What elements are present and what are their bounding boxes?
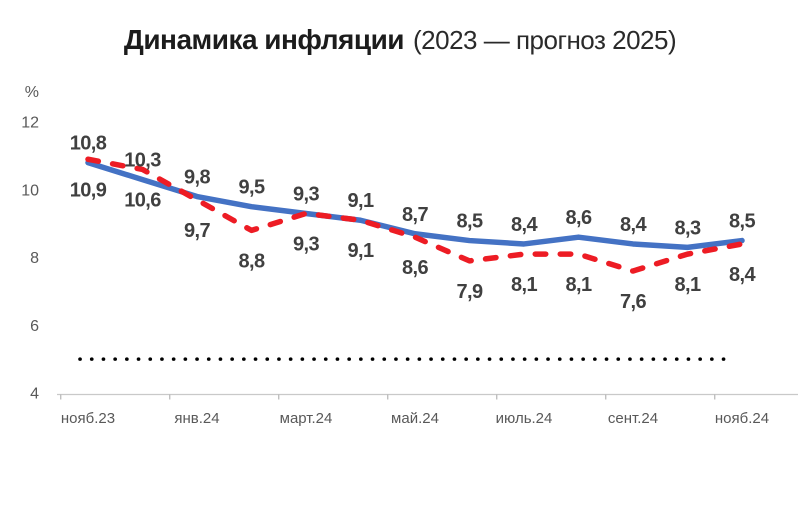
data-label-fact: 8,4 xyxy=(620,214,647,236)
plot-area: % 12 10 8 6 4 нояб.23 янв.24 март.24 май.24 июль.2… xyxy=(21,84,798,427)
data-label-fact: 8,3 xyxy=(674,217,700,239)
y-tick-label: 12 xyxy=(21,115,39,132)
data-label-fact: 8,6 xyxy=(565,207,591,229)
y-tick-label: 6 xyxy=(30,318,39,335)
chart-title-main: Динамика инфляции xyxy=(123,24,405,55)
data-label-fact: 10,3 xyxy=(124,150,161,172)
data-label-fact: 9,8 xyxy=(184,167,210,189)
x-tick-label: март.24 xyxy=(280,410,333,427)
data-label-fact: 8,4 xyxy=(511,214,538,236)
data-label-fact: 9,3 xyxy=(293,183,319,205)
data-label-forecast: 7,9 xyxy=(456,281,482,303)
legend: Годовая инфляция, % (факт) Прогнозная ин… xyxy=(0,455,800,523)
x-tick-label: сент.24 xyxy=(608,410,658,427)
data-label-forecast: 8,8 xyxy=(238,250,264,272)
x-tick-label: нояб.23 xyxy=(61,410,115,427)
data-label-forecast: 10,6 xyxy=(124,189,161,211)
y-tick-label: 8 xyxy=(30,250,39,267)
y-axis-unit-label: % xyxy=(25,84,39,101)
data-label-fact: 8,5 xyxy=(456,211,482,233)
fact-line xyxy=(85,159,745,251)
x-tick-label: нояб.24 xyxy=(715,410,769,427)
data-label-forecast: 8,6 xyxy=(402,257,428,279)
data-label-fact: 9,5 xyxy=(238,177,264,199)
data-label-forecast: 9,3 xyxy=(293,233,319,255)
data-label-forecast: 9,1 xyxy=(347,240,373,262)
data-label-forecast: 10,9 xyxy=(70,179,107,201)
data-label-forecast: 8,1 xyxy=(674,274,700,296)
data-label-forecast: 8,1 xyxy=(565,274,591,296)
y-tick-label: 10 xyxy=(21,182,39,199)
chart-title: Динамика инфляции (2023 — прогноз 2025) xyxy=(0,24,800,56)
chart-title-sub: (2023 — прогноз 2025) xyxy=(413,25,677,55)
y-tick-label: 4 xyxy=(30,386,39,403)
x-tick-label: янв.24 xyxy=(174,410,219,427)
x-tick-label: май.24 xyxy=(391,410,439,427)
forecast-line xyxy=(85,156,745,274)
data-label-fact: 9,1 xyxy=(347,190,373,212)
data-label-forecast: 8,1 xyxy=(511,274,537,296)
data-label-fact: 8,5 xyxy=(729,211,755,233)
data-label-forecast: 9,7 xyxy=(184,220,210,242)
data-label-forecast: 8,4 xyxy=(729,264,756,286)
data-label-fact: 10,8 xyxy=(70,133,107,155)
data-label-fact: 8,7 xyxy=(402,204,428,226)
data-label-forecast: 7,6 xyxy=(620,291,646,313)
x-tick-label: июль.24 xyxy=(496,410,553,427)
